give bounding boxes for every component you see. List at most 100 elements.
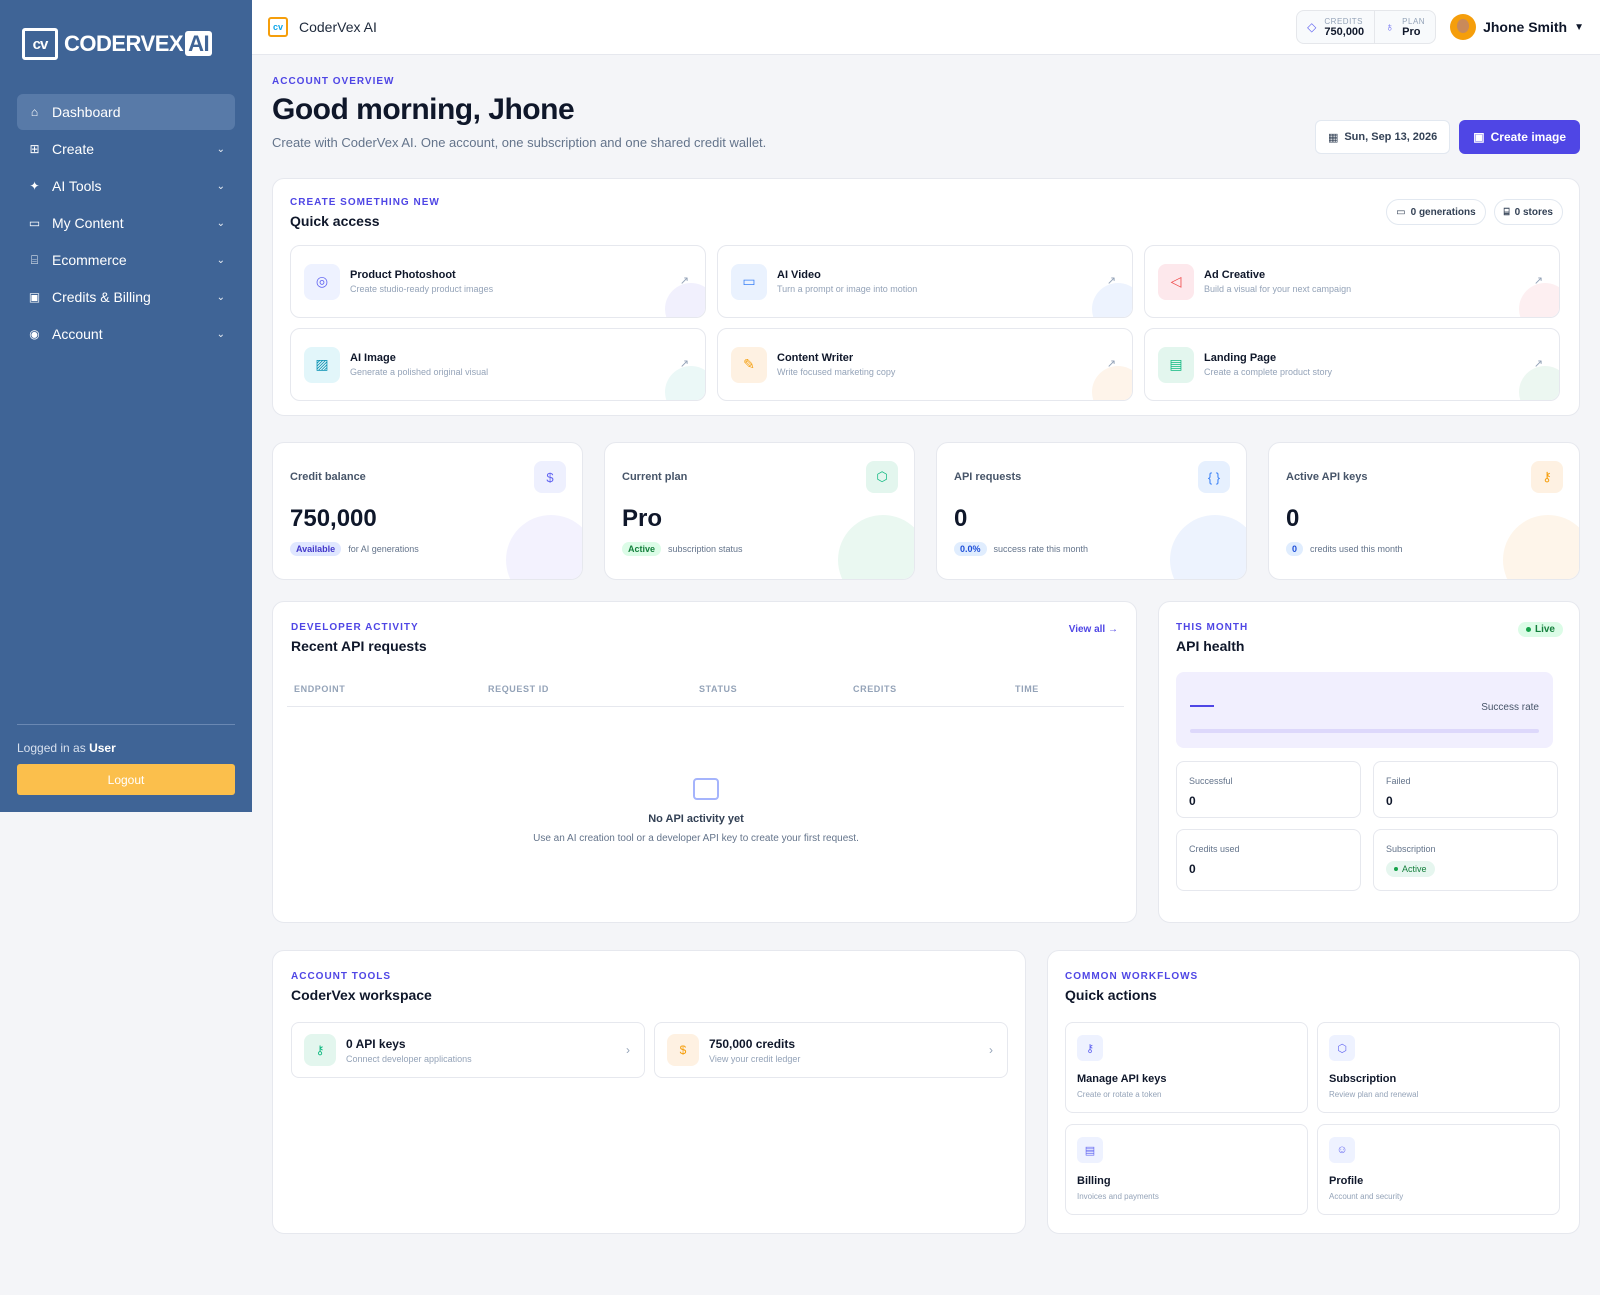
success-rate-bar: [1190, 729, 1539, 733]
sidebar-item-account[interactable]: ◉ Account ⌄: [17, 316, 235, 352]
avatar: [1450, 14, 1477, 40]
date-button[interactable]: ▦ Sun, Sep 13, 2026: [1314, 120, 1451, 154]
generations-chip[interactable]: ▭ 0 generations: [1386, 199, 1486, 225]
success-rate-dash: [1190, 705, 1214, 707]
column-header[interactable]: ENDPOINT: [294, 684, 346, 694]
credits-tool[interactable]: $750,000 credits View your credit ledger ›: [654, 1022, 1008, 1078]
logout-button[interactable]: Logout: [17, 764, 235, 795]
quick-action-product-photoshoot[interactable]: ◎ Product Photoshoot Create studio-ready p…: [290, 245, 706, 318]
kpi-note: for AI generations: [348, 544, 419, 554]
brand-logo[interactable]: cv CODERVEX AI: [22, 28, 213, 60]
app-title: CoderVex AI: [299, 19, 377, 35]
chevron-down-icon: ⌄: [216, 254, 225, 266]
sidebar-item-label: Dashboard: [52, 104, 121, 120]
quick-action-ad-creative[interactable]: ◁ Ad Creative Build a visual for your next…: [1144, 245, 1560, 318]
quick-action-desc: Create a complete product story: [1204, 367, 1333, 377]
live-label: Live: [1534, 624, 1555, 635]
page-subtitle: Create with CoderVex AI. One account, on…: [272, 135, 767, 150]
section-eyebrow: COMMON WORKFLOWS: [1065, 971, 1199, 982]
credits-used-stat: Credits used 0: [1176, 829, 1361, 891]
tool-title: 750,000 credits: [709, 1036, 796, 1051]
column-header[interactable]: STATUS: [699, 684, 738, 694]
workflow-desc: Create or rotate a token: [1077, 1090, 1162, 1099]
header-actions: ▦ Sun, Sep 13, 2026 ▣ Create image: [1314, 120, 1580, 154]
sidebar-item-label: Credits & Billing: [52, 289, 151, 305]
kpi-label: Credit balance: [290, 471, 366, 483]
stat-label: Successful: [1189, 776, 1233, 786]
topbar: cv CoderVex AI ◇ CREDITS 750,000 ♁ PLAN Pro …: [252, 0, 1600, 55]
user-name: Jhone Smith: [1483, 19, 1568, 35]
subscription-status: Active: [1402, 864, 1427, 874]
stat-value: 0: [1189, 862, 1196, 876]
page-header: ACCOUNT OVERVIEW Good morning, Jhone Cre…: [272, 56, 1580, 176]
sidebar: cv CODERVEX AI ⌂ Dashboard ⊞ Create ⌄ ✦ AI To…: [0, 0, 252, 812]
dollar-icon: $: [534, 461, 566, 493]
key-icon: ⚷: [304, 1034, 336, 1066]
sidebar-item-credits-billing[interactable]: ▣ Credits & Billing ⌄: [17, 279, 235, 315]
column-header[interactable]: CREDITS: [853, 684, 897, 694]
stores-count: 0 stores: [1514, 206, 1553, 218]
user-icon: ☺: [1329, 1137, 1355, 1163]
empty-state-desc: Use an AI creation tool or a developer A…: [533, 833, 859, 844]
quick-action-landing-page[interactable]: ▤ Landing Page Create a complete product s…: [1144, 328, 1560, 401]
box-icon: ⬡: [1329, 1035, 1355, 1061]
sidebar-item-dashboard[interactable]: ⌂ Dashboard: [17, 94, 235, 130]
sidebar-item-my-content[interactable]: ▭ My Content ⌄: [17, 205, 235, 241]
store-icon: ⌸: [1503, 206, 1510, 218]
decorative-blob: [1519, 283, 1559, 317]
quick-action-title: Landing Page: [1204, 352, 1277, 364]
account-stats: ◇ CREDITS 750,000 ♁ PLAN Pro: [1296, 10, 1437, 44]
generations-count: 0 generations: [1410, 206, 1476, 218]
folder-icon: ▭: [1396, 206, 1406, 218]
sidebar-item-ecommerce[interactable]: ⌸ Ecommerce ⌄: [17, 242, 235, 278]
workflow-subscription[interactable]: ⬡ Subscription Review plan and renewal: [1317, 1022, 1560, 1113]
create-image-label: Create image: [1490, 130, 1566, 144]
workflow-desc: Review plan and renewal: [1329, 1090, 1419, 1099]
stat-label: Credits used: [1189, 844, 1240, 854]
success-rate-label: Success rate: [1481, 702, 1539, 713]
quick-action-title: Content Writer: [777, 352, 854, 364]
column-header[interactable]: REQUEST ID: [488, 684, 550, 694]
kpi-footer: Active subscription status: [622, 542, 743, 556]
user-circle-icon: ◉: [29, 327, 40, 341]
video-icon: ▭: [731, 263, 767, 300]
workflow-billing[interactable]: ▤ Billing Invoices and payments: [1065, 1124, 1308, 1215]
folder-icon: ▭: [28, 216, 41, 230]
dollar-icon: $: [667, 1034, 699, 1066]
megaphone-icon: ◁: [1158, 263, 1194, 300]
receipt-icon: ▤: [1077, 1137, 1103, 1163]
workflow-title: Billing: [1077, 1175, 1111, 1187]
status-badge: 0: [1286, 542, 1304, 556]
divider: [287, 706, 1124, 707]
workflow-manage-api-keys[interactable]: ⚷ Manage API keys Create or rotate a token: [1065, 1022, 1308, 1113]
stores-chip[interactable]: ⌸ 0 stores: [1493, 199, 1563, 225]
status-badge: 0.0%: [954, 542, 987, 556]
kpi-label: API requests: [954, 471, 1022, 483]
braces-icon: { }: [1198, 461, 1230, 493]
kpi-note: subscription status: [668, 544, 743, 554]
diamond-icon: ◇: [1307, 20, 1317, 34]
arrow-up-right-icon: ↗: [1106, 358, 1116, 370]
arrow-up-right-icon: ↗: [1533, 358, 1543, 370]
sidebar-item-ai-tools[interactable]: ✦ AI Tools ⌄: [17, 168, 235, 204]
workflow-profile[interactable]: ☺ Profile Account and security: [1317, 1124, 1560, 1215]
api-keys-tool[interactable]: ⚷ 0 API keys Connect developer application…: [291, 1022, 645, 1078]
view-all-link[interactable]: View all →: [1068, 624, 1118, 635]
decorative-blob: [1092, 366, 1132, 400]
stat-value: 0: [1386, 794, 1393, 808]
quick-action-title: AI Image: [350, 352, 396, 364]
section-title: Quick actions: [1065, 987, 1157, 1003]
quick-action-ai-image[interactable]: ▨ AI Image Generate a polished original vi…: [290, 328, 706, 401]
quick-action-content-writer[interactable]: ✎ Content Writer Write focused marketing c…: [717, 328, 1133, 401]
quick-action-ai-video[interactable]: ▭ AI Video Turn a prompt or image into mot…: [717, 245, 1133, 318]
quick-action-desc: Write focused marketing copy: [777, 367, 896, 377]
create-image-button[interactable]: ▣ Create image: [1459, 120, 1580, 154]
quick-action-desc: Generate a polished original visual: [350, 367, 489, 377]
tool-title: 0 API keys: [346, 1036, 406, 1051]
user-menu[interactable]: Jhone Smith ▼: [1450, 14, 1584, 40]
section-title: API health: [1176, 638, 1245, 654]
column-header[interactable]: TIME: [1015, 684, 1039, 694]
sidebar-item-create[interactable]: ⊞ Create ⌄: [17, 131, 235, 167]
calendar-icon: ▦: [1327, 131, 1339, 144]
decorative-blob: [1503, 515, 1579, 579]
